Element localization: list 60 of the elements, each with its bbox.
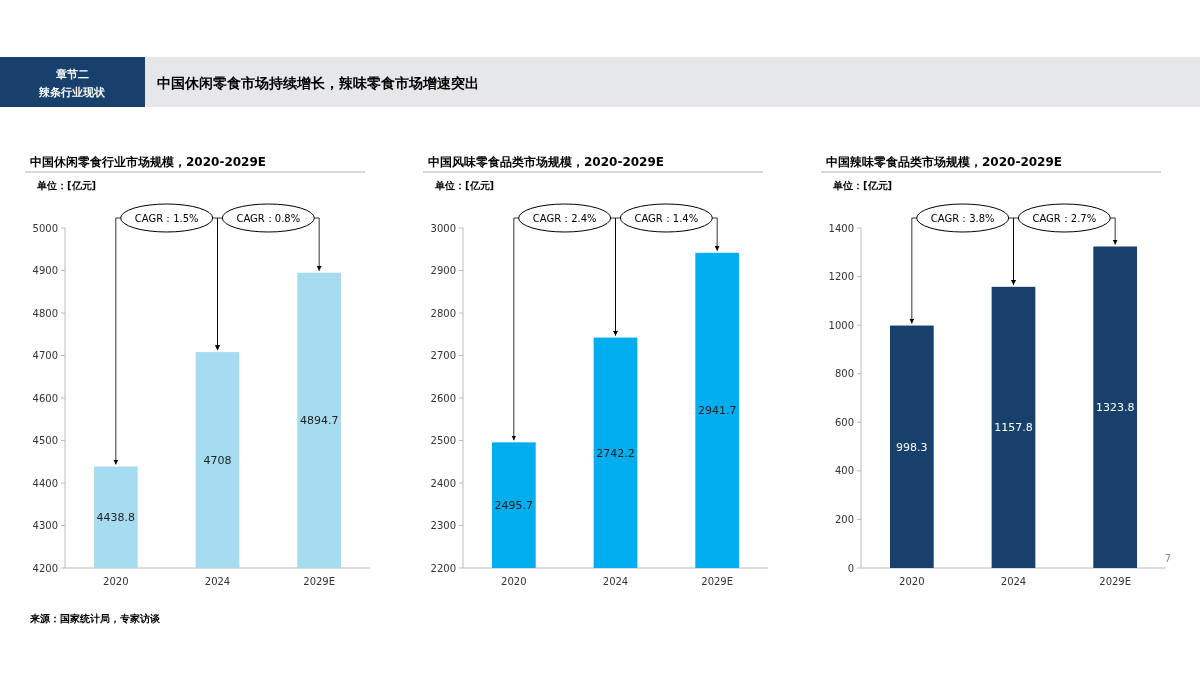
- y-tick-label: 800: [834, 368, 854, 380]
- chart-subtitle: 单位：[亿元]: [36, 180, 97, 191]
- data-label: 2742.2: [596, 446, 635, 460]
- y-tick-label: 1200: [828, 271, 854, 283]
- y-tick-label: 2500: [430, 435, 456, 446]
- chart-subtitle: 单位：[亿元]: [434, 180, 495, 191]
- y-tick-label: 2300: [430, 520, 456, 531]
- y-tick-label: 5000: [32, 222, 58, 234]
- text: 章节二: [54, 68, 89, 81]
- y-tick-label: 4500: [32, 435, 58, 446]
- y-tick-label: 4200: [32, 562, 58, 574]
- chart-title: 中国风味零食品类市场规模，2020-2029E: [428, 155, 664, 169]
- data-label: 4438.8: [96, 511, 136, 525]
- text: 中国休闲零食市场持续增长，辣味零食市场增速突出: [157, 75, 479, 91]
- chart-title: 中国辣味零食品类市场规模，2020-2029E: [826, 155, 1062, 169]
- y-tick-label: 1400: [828, 222, 854, 234]
- y-tick-label: 1000: [828, 319, 854, 331]
- y-tick-label: 2600: [430, 392, 456, 404]
- y-tick-label: 4600: [32, 392, 58, 404]
- y-tick-label: 3000: [430, 222, 456, 234]
- y-tick-label: 400: [834, 465, 854, 477]
- data-label: 998.3: [896, 440, 928, 454]
- bar: [991, 286, 1036, 568]
- text: 辣条行业现状: [38, 86, 106, 99]
- y-tick-label: 2900: [430, 265, 456, 276]
- x-tick-label: 2020: [899, 576, 925, 587]
- chart-title: 中国休闲零食行业市场规模，2020-2029E: [30, 155, 266, 169]
- x-tick-label: 2029E: [303, 576, 336, 587]
- y-tick-label: 4300: [32, 520, 58, 531]
- source-note: 来源：国家统计局，专家访谈: [29, 613, 161, 624]
- data-label: 2495.7: [494, 499, 534, 513]
- chart-subtitle: 单位：[亿元]: [832, 180, 893, 191]
- y-tick-label: 2800: [430, 307, 456, 319]
- text: CAGR：1.5%: [134, 213, 199, 224]
- data-label: 1157.8: [994, 421, 1033, 435]
- x-tick-label: 2024: [1000, 576, 1027, 587]
- bar: [889, 325, 934, 568]
- x-tick-label: 2020: [501, 576, 527, 587]
- bar: [1093, 246, 1138, 568]
- y-tick-label: 600: [834, 416, 854, 428]
- text: CAGR：2.4%: [532, 213, 597, 224]
- x-tick-label: 2029E: [701, 576, 734, 587]
- y-tick-label: 2700: [430, 350, 456, 361]
- y-tick-label: 0: [847, 562, 854, 574]
- data-label: 4894.7: [299, 414, 339, 428]
- y-tick-label: 4900: [32, 265, 58, 276]
- y-tick-label: 2400: [430, 477, 456, 489]
- x-tick-label: 2024: [204, 576, 231, 587]
- y-tick-label: 2200: [430, 562, 456, 574]
- y-tick-label: 4400: [32, 477, 58, 489]
- annotation: 7: [1164, 553, 1172, 564]
- data-label: 1323.8: [1095, 401, 1135, 415]
- y-tick-label: 4800: [32, 307, 58, 319]
- data-label: 4708: [203, 454, 232, 468]
- x-tick-label: 2024: [602, 576, 629, 587]
- y-tick-label: 200: [834, 513, 854, 525]
- data-label: 2941.7: [697, 404, 737, 418]
- x-tick-label: 2020: [103, 576, 129, 587]
- x-tick-label: 2029E: [1099, 576, 1132, 587]
- y-tick-label: 4700: [32, 350, 58, 361]
